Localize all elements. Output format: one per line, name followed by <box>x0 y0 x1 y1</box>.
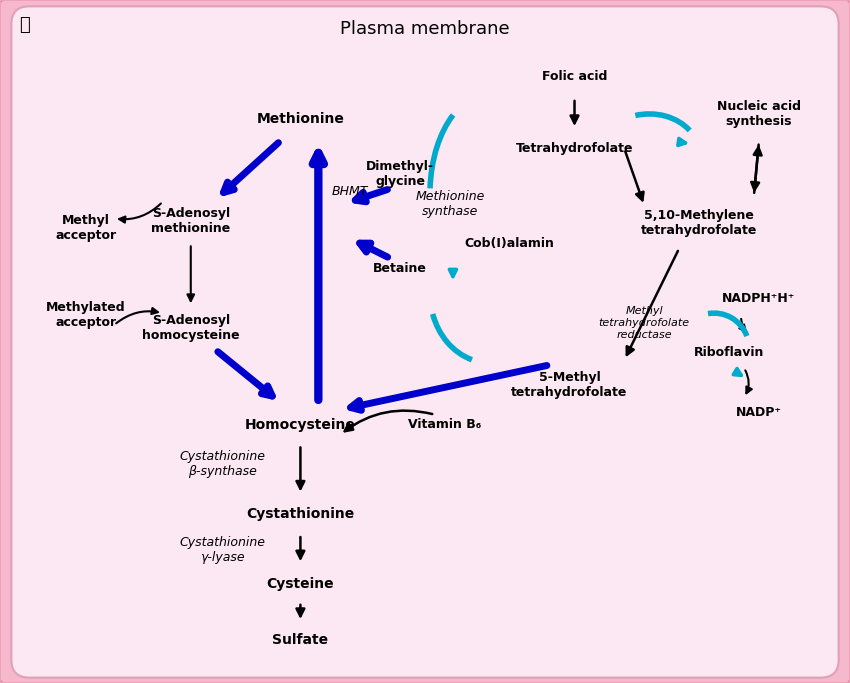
Text: Sulfate: Sulfate <box>272 632 328 647</box>
Text: Tetrahydrofolate: Tetrahydrofolate <box>516 142 633 155</box>
Text: Betaine: Betaine <box>373 262 427 275</box>
Text: Methionine
synthase: Methionine synthase <box>416 190 484 218</box>
Text: Homocysteine: Homocysteine <box>245 418 356 432</box>
Text: Riboflavin: Riboflavin <box>694 346 764 359</box>
Text: S-Adenosyl
homocysteine: S-Adenosyl homocysteine <box>142 314 240 342</box>
Text: Nucleic acid
synthesis: Nucleic acid synthesis <box>717 100 801 128</box>
Text: Methyl
acceptor: Methyl acceptor <box>55 214 116 242</box>
Text: Cystathionine
γ-lyase: Cystathionine γ-lyase <box>179 536 266 564</box>
Text: Vitamin B₆: Vitamin B₆ <box>408 418 482 431</box>
Text: Methionine: Methionine <box>257 112 344 126</box>
Text: S-Adenosyl
methionine: S-Adenosyl methionine <box>151 208 230 236</box>
Text: NADPH⁺H⁺: NADPH⁺H⁺ <box>722 292 796 305</box>
Text: 5,10-Methylene
tetrahydrofolate: 5,10-Methylene tetrahydrofolate <box>641 210 757 238</box>
Text: Methylated
acceptor: Methylated acceptor <box>46 301 126 329</box>
Text: Ⓑ: Ⓑ <box>20 16 30 34</box>
Text: Cob(I)alamin: Cob(I)alamin <box>465 237 555 250</box>
Text: BHMT: BHMT <box>332 185 368 198</box>
FancyBboxPatch shape <box>11 6 839 678</box>
Text: NADP⁺: NADP⁺ <box>736 406 782 419</box>
Text: Folic acid: Folic acid <box>541 70 607 83</box>
Text: Cysteine: Cysteine <box>267 577 334 591</box>
Text: 5-Methyl
tetrahydrofolate: 5-Methyl tetrahydrofolate <box>512 371 627 399</box>
Text: Plasma membrane: Plasma membrane <box>340 20 510 38</box>
Text: Dimethyl-
glycine: Dimethyl- glycine <box>366 160 434 188</box>
Text: Methyl
tetrahydrofolate
reductase: Methyl tetrahydrofolate reductase <box>598 307 690 339</box>
Text: Cystathionine
β-synthase: Cystathionine β-synthase <box>179 451 266 479</box>
Text: Cystathionine: Cystathionine <box>246 507 354 521</box>
